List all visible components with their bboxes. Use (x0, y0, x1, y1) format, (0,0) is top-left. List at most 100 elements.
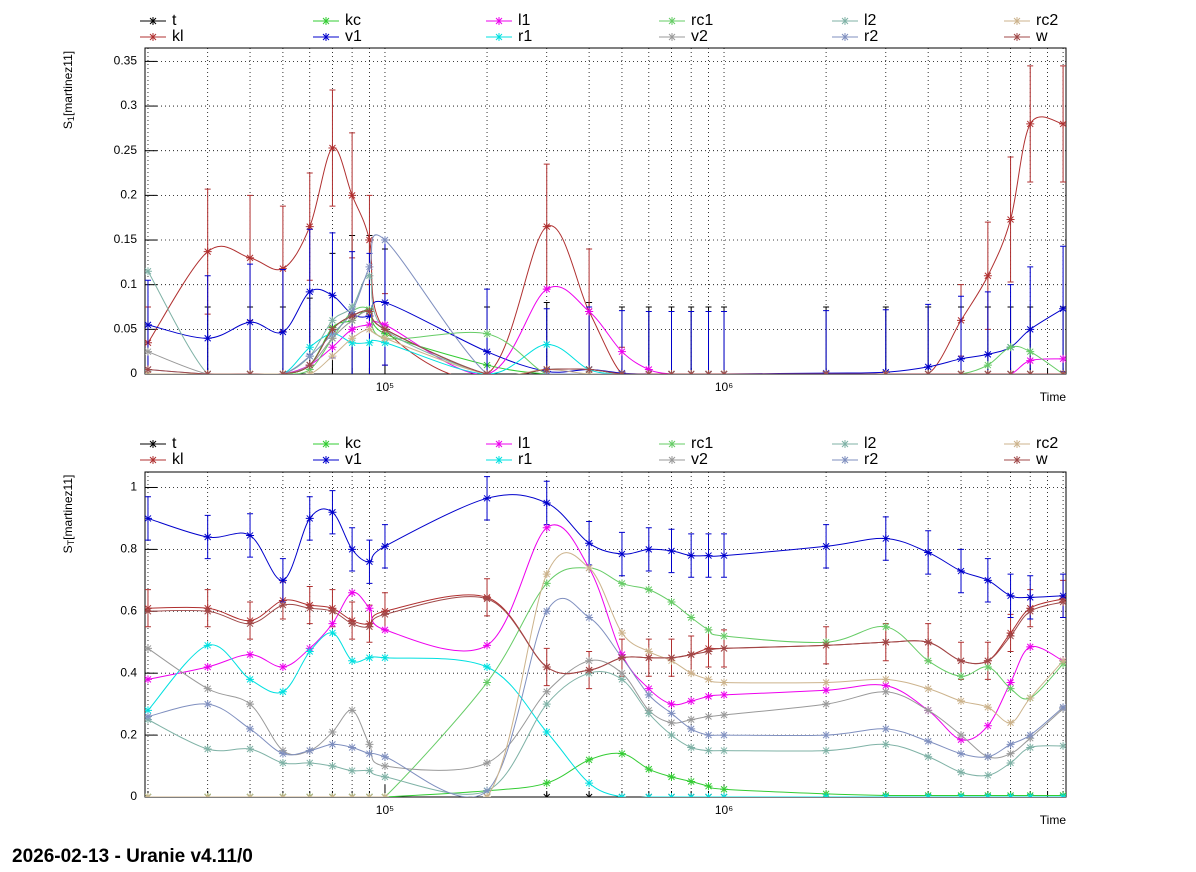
legend-label: l1 (518, 435, 531, 452)
legend-label: v2 (691, 451, 708, 468)
legend-marker (841, 440, 849, 448)
marker (380, 298, 389, 307)
marker (1006, 758, 1015, 767)
y-tick-label: 0.25 (114, 143, 138, 157)
marker (1026, 793, 1035, 797)
marker (348, 311, 357, 320)
marker (365, 622, 374, 631)
y-axis-label-part: [martinez11] (61, 475, 75, 540)
series-line (147, 234, 1064, 374)
error-bar (705, 310, 712, 374)
marker (1059, 656, 1066, 665)
marker (924, 362, 933, 371)
legend-label: r1 (518, 451, 532, 468)
marker (704, 746, 713, 755)
marker (983, 271, 992, 280)
marker (305, 514, 314, 523)
marker (203, 370, 212, 374)
marker (305, 793, 314, 797)
marker (246, 370, 255, 374)
marker (924, 793, 933, 797)
x-tick-label: 10⁵ (376, 380, 394, 394)
legend-marker (495, 440, 503, 448)
marker (585, 563, 594, 572)
marker (704, 551, 713, 560)
marker (305, 604, 314, 613)
y-tick-label: 0 (130, 789, 137, 803)
series-line (147, 567, 1064, 797)
y-axis-label: ST[martinez11] (61, 475, 76, 554)
marker (822, 542, 831, 551)
marker (924, 548, 933, 557)
marker (278, 328, 287, 337)
marker (305, 287, 314, 296)
series-line (147, 596, 1064, 675)
y-tick-label: 0.15 (114, 232, 138, 246)
marker (822, 641, 831, 650)
legend-marker (149, 17, 157, 25)
marker (822, 731, 831, 740)
marker (246, 619, 255, 628)
marker (542, 687, 551, 696)
marker (348, 325, 357, 334)
marker (542, 523, 551, 532)
marker (1026, 119, 1035, 128)
marker (720, 690, 729, 699)
legend-marker (668, 33, 676, 41)
marker (365, 236, 374, 245)
marker (305, 370, 314, 374)
legend-label: rc1 (691, 435, 713, 452)
marker (667, 700, 676, 709)
marker (1026, 370, 1035, 374)
series-line (147, 552, 1064, 797)
marker (1059, 741, 1066, 750)
marker (380, 320, 389, 329)
legend-marker (149, 33, 157, 41)
series-line (147, 306, 1064, 374)
y-tick-label: 0.4 (120, 665, 137, 679)
marker (145, 267, 152, 276)
marker (278, 601, 287, 610)
legend-marker (841, 456, 849, 464)
marker (1059, 354, 1066, 363)
marker (644, 684, 653, 693)
marker (667, 653, 676, 662)
marker (720, 793, 729, 797)
marker (365, 338, 374, 347)
marker (617, 749, 626, 758)
marker (881, 622, 890, 631)
marker (365, 749, 374, 758)
legend-marker (495, 17, 503, 25)
marker (203, 793, 212, 797)
legend-label: t (172, 12, 177, 29)
marker (145, 347, 152, 356)
marker (542, 570, 551, 579)
error-bar (668, 310, 675, 374)
marker (483, 786, 492, 795)
marker (617, 550, 626, 559)
y-tick-label: 0.2 (120, 188, 137, 202)
marker (328, 508, 337, 517)
marker (704, 647, 713, 656)
marker (704, 692, 713, 701)
legend-marker (841, 33, 849, 41)
marker (881, 675, 890, 684)
marker (328, 728, 337, 736)
marker (585, 307, 594, 316)
marker (667, 546, 676, 555)
marker (720, 746, 729, 755)
y-tick-label: 0.3 (120, 98, 137, 112)
marker (585, 793, 594, 797)
marker (483, 793, 492, 797)
marker (983, 656, 992, 665)
marker (278, 663, 287, 671)
marker (278, 370, 287, 374)
series-line (147, 597, 1064, 797)
marker (1006, 678, 1015, 687)
legend-marker (495, 33, 503, 41)
marker (328, 329, 337, 338)
marker (1026, 347, 1035, 356)
series-line (147, 286, 1064, 374)
marker (542, 700, 551, 709)
marker (145, 793, 152, 797)
